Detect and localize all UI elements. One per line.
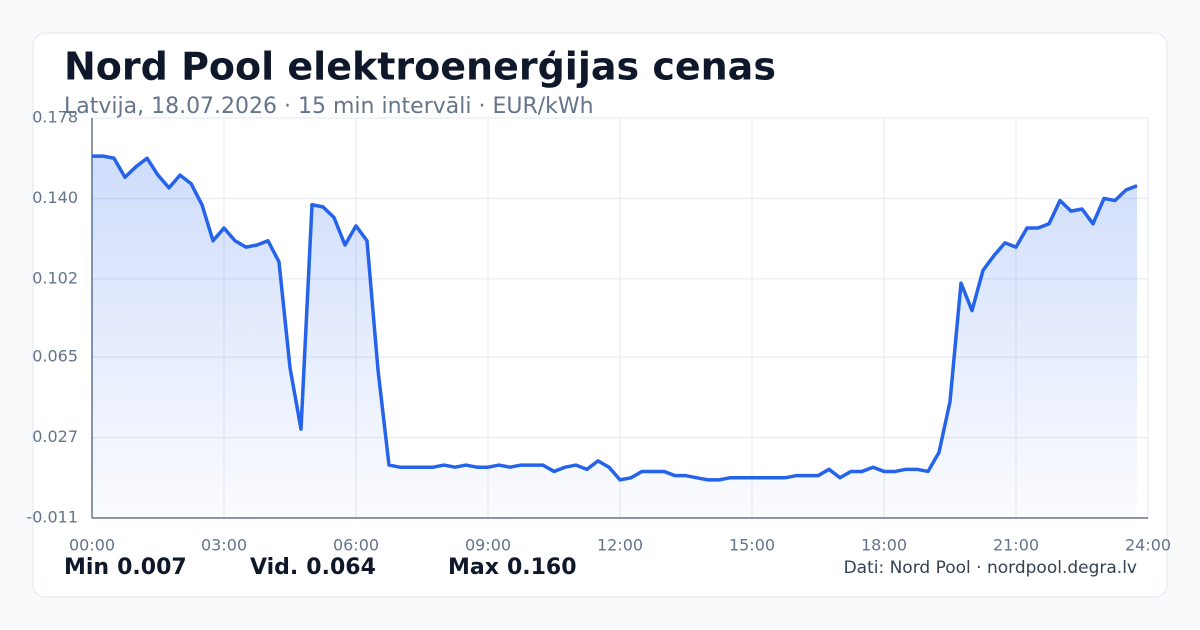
chart-subtitle: Latvija, 18.07.2026 · 15 min intervāli ·… (64, 94, 594, 119)
x-tick-label: 09:00 (465, 536, 511, 555)
stat-value: 0.007 (117, 555, 187, 580)
x-tick-label: 00:00 (69, 536, 115, 555)
y-tick-label: 0.178 (32, 108, 78, 127)
x-tick-label: 18:00 (861, 536, 907, 555)
x-tick-label: 03:00 (201, 536, 247, 555)
stat: Vid. 0.064 (250, 555, 376, 580)
stat-value: 0.064 (306, 555, 376, 580)
stat-value: 0.160 (507, 555, 577, 580)
x-tick-label: 06:00 (333, 536, 379, 555)
stat: Max 0.160 (448, 555, 577, 580)
stat-label: Vid. (250, 555, 298, 580)
y-tick-label: 0.140 (32, 188, 78, 207)
area (92, 156, 1137, 518)
y-tick-label: 0.065 (32, 347, 78, 366)
x-tick-label: 21:00 (993, 536, 1039, 555)
source: Dati: Nord Pool · nordpool.degra.lv (844, 558, 1137, 578)
x-tick-label: 24:00 (1125, 536, 1171, 555)
stat-label: Min (64, 555, 109, 580)
y-tick-label: 0.027 (32, 427, 78, 446)
x-tick-label: 12:00 (597, 536, 643, 555)
x-tick-label: 15:00 (729, 536, 775, 555)
y-tick-label: -0.011 (26, 508, 78, 527)
line (92, 154, 1138, 482)
stat: Min 0.007 (64, 555, 187, 580)
y-tick-label: 0.102 (32, 268, 78, 287)
chart-title: Nord Pool elektroenerģijas cenas (64, 45, 776, 89)
stat-label: Max (448, 555, 499, 580)
